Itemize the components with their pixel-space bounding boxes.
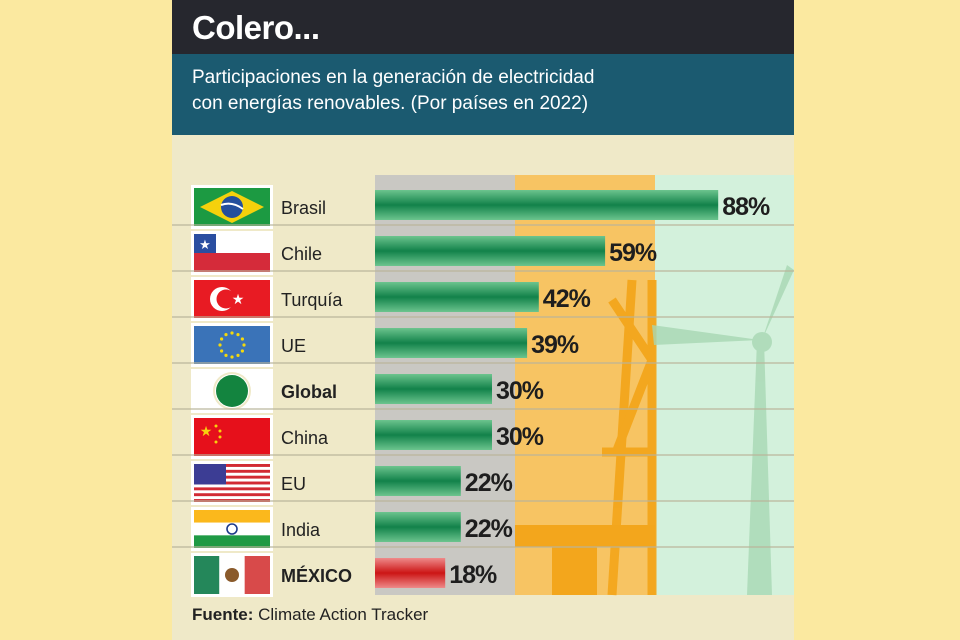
wind-turbine-illustration-icon <box>652 265 794 595</box>
title-bar: Colero... <box>172 0 794 54</box>
svg-text:★: ★ <box>200 423 213 439</box>
value-label: 42% <box>543 285 591 313</box>
source-label: Fuente: <box>192 605 254 624</box>
subtitle-line-1: Participaciones en la generación de elec… <box>192 67 595 88</box>
bar <box>375 190 719 220</box>
bar <box>375 374 492 404</box>
pylon-base-icon <box>515 525 655 547</box>
bar <box>375 236 606 266</box>
chart-row: Brasil <box>191 185 326 229</box>
source-text: Climate Action Tracker <box>258 605 429 624</box>
india-flag-icon <box>194 510 270 548</box>
category-label: India <box>281 520 321 540</box>
value-label: 22% <box>465 469 513 497</box>
category-label: Brasil <box>281 198 326 218</box>
bar <box>375 328 528 358</box>
china-flag-icon: ★ <box>194 418 270 456</box>
chart-row: UE <box>172 316 794 367</box>
bar <box>375 558 446 588</box>
value-label: 88% <box>722 193 770 221</box>
svg-text:★: ★ <box>199 237 211 252</box>
value-label: 30% <box>496 377 544 405</box>
value-label: 22% <box>465 515 513 543</box>
category-label: MÉXICO <box>281 565 352 586</box>
turkey-flag-icon: ★ <box>194 280 270 318</box>
svg-text:★: ★ <box>232 291 245 307</box>
category-label: China <box>281 428 329 448</box>
chart-row: ★ Chile <box>172 224 794 275</box>
value-label: 59% <box>609 239 657 267</box>
source-note: Fuente: Climate Action Tracker <box>192 605 428 625</box>
chart-title: Colero... <box>192 9 320 46</box>
global-circle-icon <box>213 372 251 410</box>
pylon-foot-icon <box>552 547 597 595</box>
mexico-flag-icon <box>194 556 270 594</box>
infographic-card: Colero... Participaciones en la generaci… <box>172 0 794 640</box>
category-label: Turquía <box>281 290 343 310</box>
bar <box>375 466 461 496</box>
category-label: UE <box>281 336 306 356</box>
value-label: 30% <box>496 423 544 451</box>
chart-row: Global <box>172 362 794 413</box>
subtitle-bar: Participaciones en la generación de elec… <box>172 54 794 135</box>
value-label: 39% <box>531 331 579 359</box>
chart-row: EU <box>172 454 794 505</box>
category-label: Global <box>281 382 337 402</box>
chart-row: ★ China <box>172 408 794 459</box>
chart-subtitle: Participaciones en la generación de elec… <box>192 65 594 117</box>
category-label: Chile <box>281 244 322 264</box>
category-label: EU <box>281 474 306 494</box>
value-label: 18% <box>449 561 497 589</box>
bar <box>375 420 492 450</box>
chart-row: MÉXICO <box>172 546 794 597</box>
bar <box>375 512 461 542</box>
bar-chart: Brasil ★ Chile ★ Turquía UE Global ★ China EU Indi… <box>172 185 794 597</box>
bar <box>375 282 539 312</box>
chart-row: ★ Turquía <box>172 270 794 321</box>
subtitle-line-2: con energías renovables. (Por países en … <box>192 93 589 114</box>
eu-flag-icon <box>194 326 270 364</box>
chile-flag-icon: ★ <box>194 234 270 272</box>
chart-row: India <box>172 500 794 551</box>
brazil-flag-icon <box>194 188 270 226</box>
band-mint <box>655 175 794 595</box>
